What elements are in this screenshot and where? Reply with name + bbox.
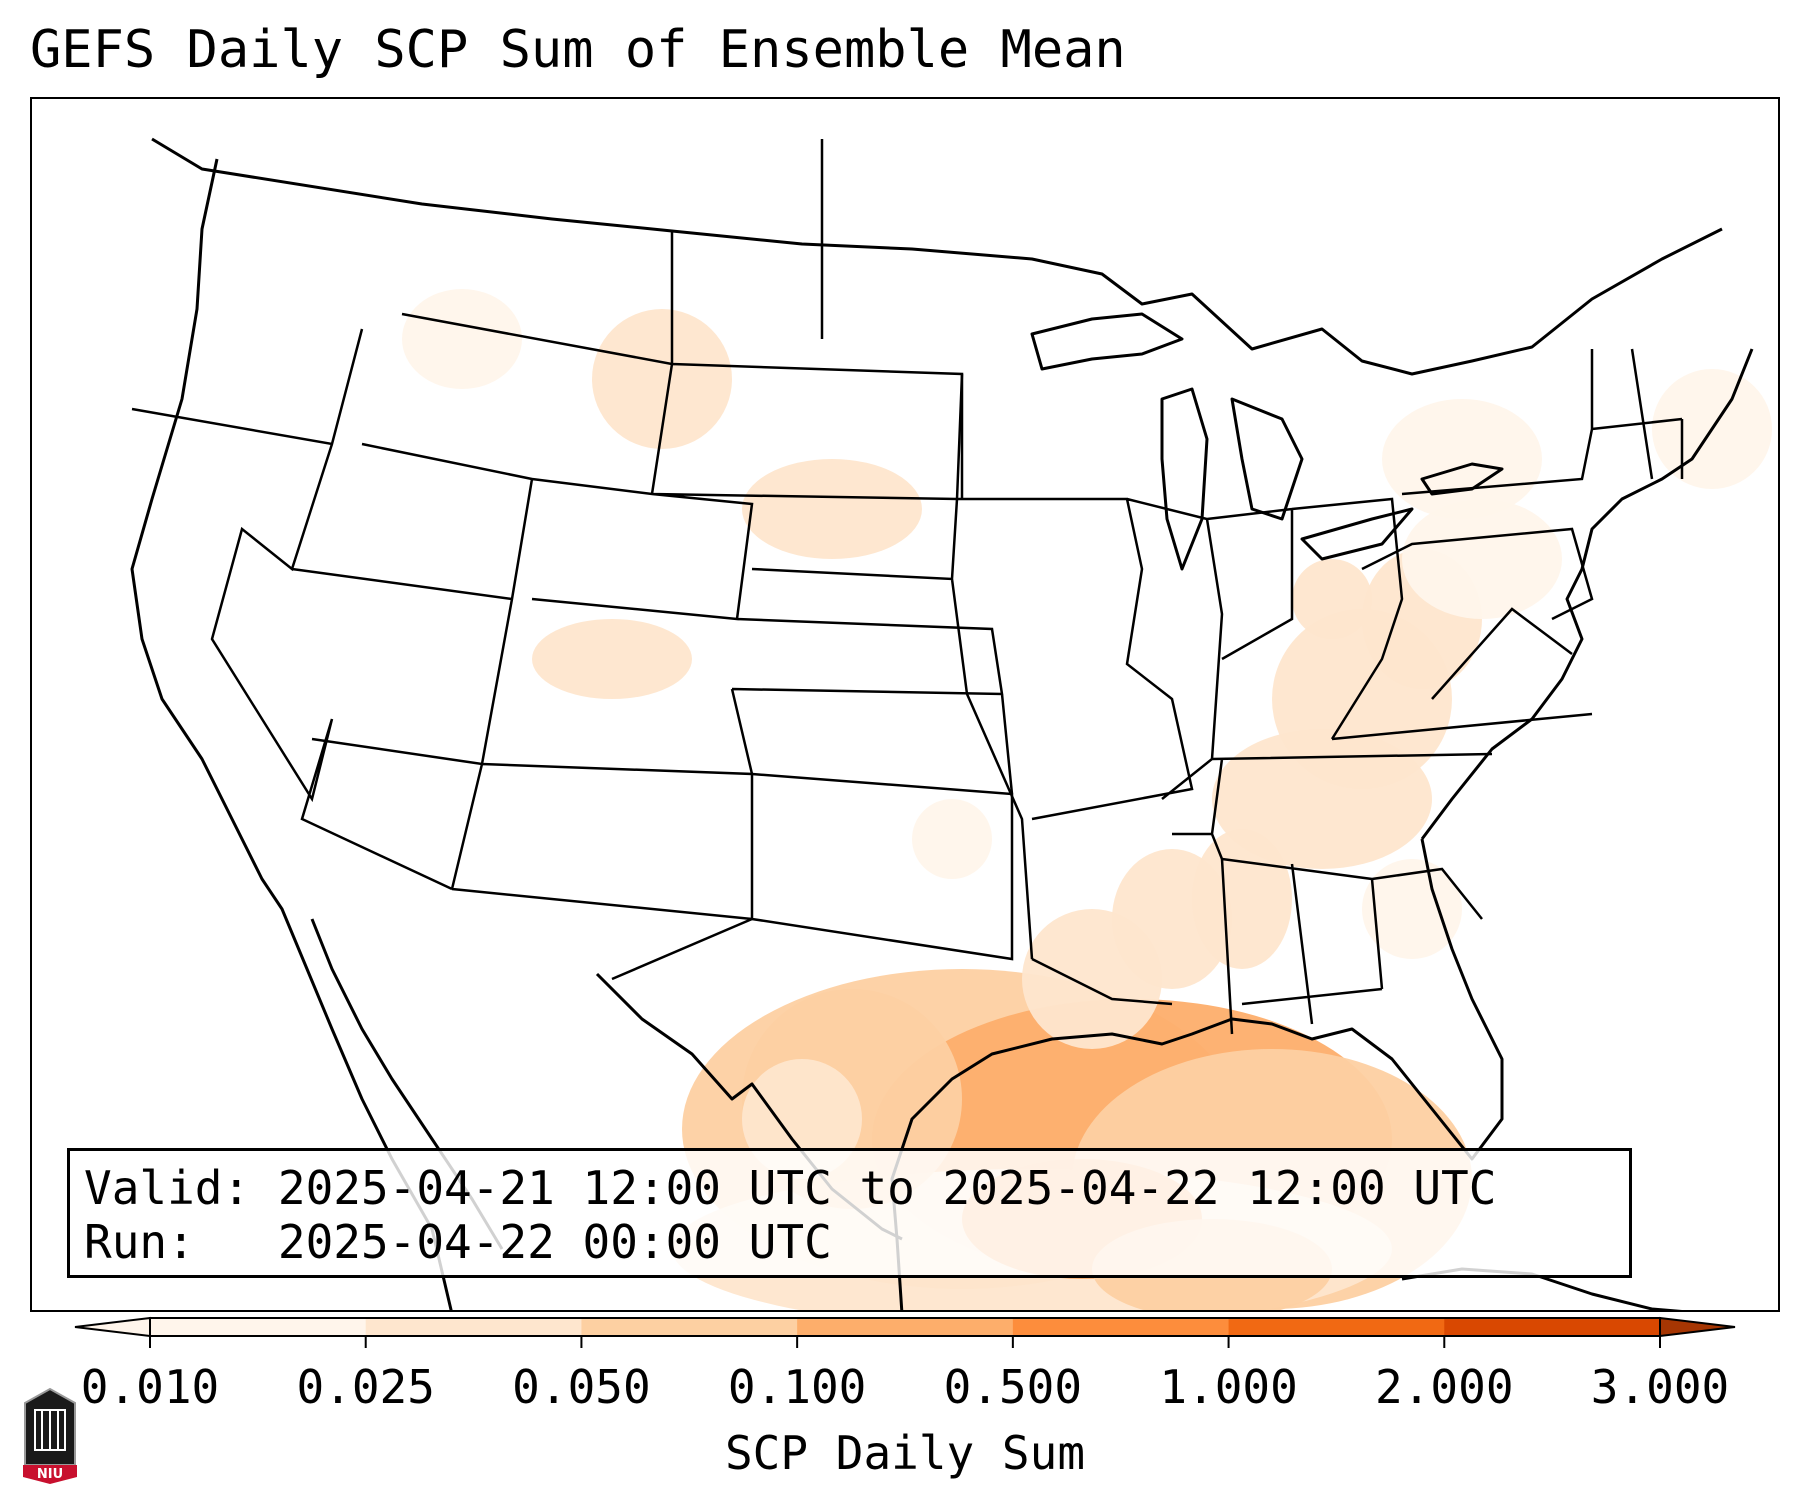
colorbar-segment — [1228, 1318, 1445, 1336]
colorbar-segment — [150, 1318, 367, 1336]
colorbar-outline — [149, 1317, 1661, 1337]
scp-area — [1362, 859, 1462, 959]
colorbar-tick-label: 0.050 — [512, 1360, 651, 1414]
lake-michigan — [1160, 387, 1209, 571]
scp-area — [1382, 399, 1542, 519]
scp-area — [592, 309, 732, 449]
map-frame — [30, 97, 1780, 1312]
conus-map — [130, 137, 1772, 1310]
colorbar-segment — [1444, 1318, 1661, 1336]
colorbar-tick-label: 1.000 — [1159, 1360, 1298, 1414]
scp-area — [742, 459, 922, 559]
valid-run-info-box: Valid: 2025-04-21 12:00 UTC to 2025-04-2… — [67, 1148, 1632, 1278]
colorbar-tick-label: 0.500 — [943, 1360, 1083, 1414]
scp-area — [1402, 499, 1562, 619]
scp-area — [532, 619, 692, 699]
colorbar-tick-label: 0.025 — [296, 1360, 435, 1414]
colorbar-tick-label: 3.000 — [1590, 1360, 1730, 1414]
niu-logo: NIU — [23, 1387, 77, 1484]
niu-logo-text: NIU — [37, 1467, 63, 1482]
state-lines-east — [957, 497, 1594, 1035]
colorbar-tick-label: 0.100 — [727, 1360, 867, 1414]
state-borders — [131, 139, 1684, 1035]
lake-superior — [1030, 312, 1184, 371]
state-lines-northeast — [1401, 348, 1684, 496]
colorbar-tick-label: 0.010 — [80, 1360, 220, 1414]
figure-title: GEFS Daily SCP Sum of Ensemble Mean — [30, 20, 1126, 80]
west-coast — [130, 158, 453, 1310]
valid-label: Valid: — [84, 1161, 251, 1215]
valid-period: 2025-04-21 12:00 UTC to 2025-04-22 12:00… — [277, 1161, 1497, 1215]
colorbar-segment — [581, 1318, 798, 1336]
run-time: 2025-04-22 00:00 UTC — [277, 1215, 832, 1269]
colorbar-segment — [1012, 1318, 1230, 1336]
scp-area — [912, 799, 992, 879]
colorbar-tick-label: 2.000 — [1375, 1360, 1514, 1414]
state-lines-plains — [611, 139, 1173, 1006]
run-label: Run: — [84, 1215, 195, 1269]
gulf-coast — [890, 838, 1504, 1310]
state-lines-west — [131, 312, 1014, 961]
colorbar — [74, 1316, 1736, 1348]
colorbar-label: SCP Daily Sum — [724, 1426, 1086, 1480]
colorbar-extend-low — [74, 1316, 151, 1338]
lake-huron — [1230, 397, 1304, 521]
scp-area — [1292, 559, 1372, 639]
lake-erie — [1300, 507, 1414, 561]
colorbar-segment — [365, 1318, 582, 1336]
us-canada-border — [151, 137, 1723, 376]
colorbar-extend-high — [1659, 1316, 1736, 1338]
colorbar-segment — [797, 1318, 1014, 1336]
atlantic-coast — [1420, 348, 1754, 840]
scp-area — [402, 289, 522, 389]
